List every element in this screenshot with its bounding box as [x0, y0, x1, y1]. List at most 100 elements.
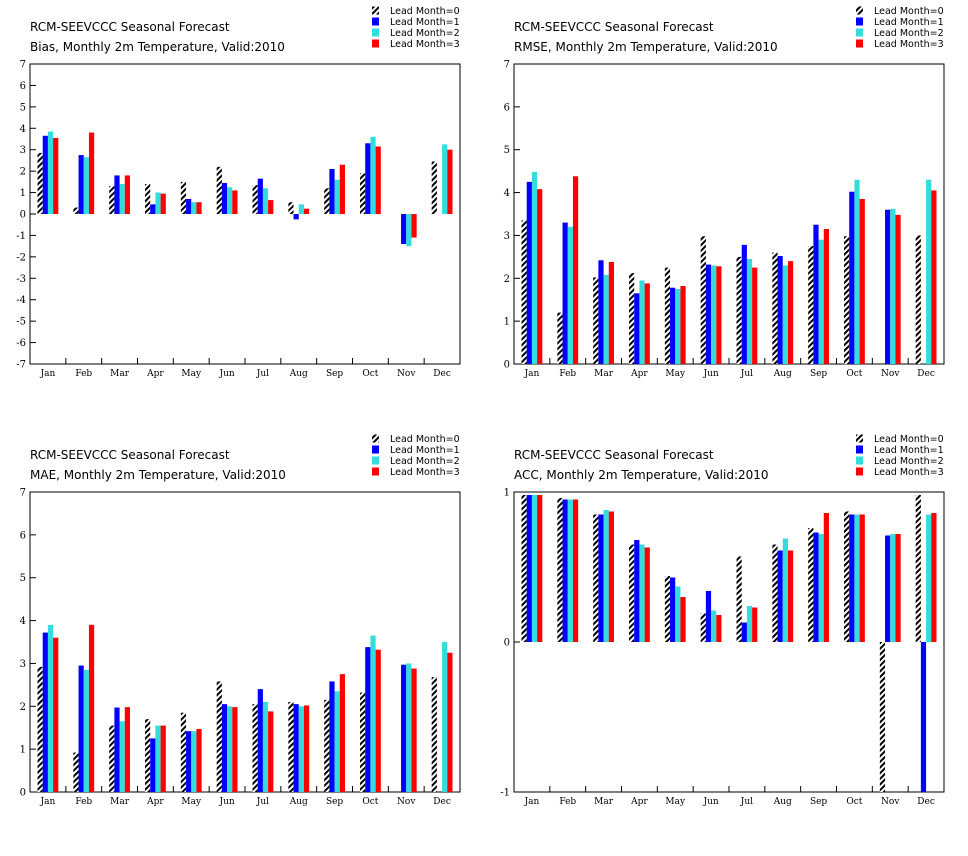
y-tick-label: 5: [20, 102, 26, 113]
bar-lead-month-3-feb: [88, 132, 95, 214]
y-tick-label: 5: [20, 573, 26, 584]
bar-lead-month-1-may: [186, 731, 192, 792]
legend-label: Lead Month=3: [390, 39, 460, 50]
bar-lead-month-2-apr: [639, 280, 645, 364]
x-tick-label: May: [665, 797, 686, 807]
bar-lead-month-3-nov: [895, 534, 901, 642]
bar-lead-month-1-may: [670, 287, 676, 364]
bar-lead-month-3-mar: [608, 262, 614, 364]
y-tick-label: -1: [16, 231, 26, 242]
bar-lead-month-2-jun: [711, 265, 717, 364]
bar-lead-month-1-feb: [78, 155, 84, 214]
bar-lead-month-3-feb: [572, 176, 579, 364]
y-tick-label: -1: [500, 788, 510, 799]
y-tick-label: 3: [20, 659, 26, 670]
bar-lead-month-3-jul: [268, 200, 274, 214]
bar-lead-month-3-sep: [339, 674, 345, 792]
bar-lead-month-3-dec: [931, 190, 937, 364]
plot-area: 7 6 5 4 3 2 1 0 Jan Feb Mar Apr May Jun Jul Aug Sep Oct No…: [504, 60, 945, 379]
x-tick-label: Sep: [326, 369, 343, 379]
plot-frame: [29, 63, 461, 365]
bar-lead-month-2-mar: [119, 721, 125, 792]
bar-lead-month-2-may: [191, 731, 197, 792]
y-tick-label: 0: [20, 210, 26, 221]
bar-lead-month-0-jul: [736, 556, 742, 642]
x-tick-label: Jun: [702, 369, 718, 379]
x-tick-label: Jun: [702, 797, 718, 807]
panel-mae: RCM-SEEVCCC Seasonal Forecast MAE, Month…: [20, 434, 461, 807]
bar-lead-month-0-jan: [37, 152, 43, 214]
bar-lead-month-0-aug: [772, 544, 778, 642]
bar-lead-month-2-oct: [370, 635, 376, 792]
bar-lead-month-0-mar: [593, 277, 599, 364]
bar-lead-month-3-jun: [716, 266, 722, 364]
bar-lead-month-1-oct: [365, 647, 371, 792]
legend-swatch: [372, 445, 379, 454]
bar-lead-month-1-sep: [329, 681, 335, 792]
bar-lead-month-2-may: [675, 586, 681, 642]
x-tick-label: Oct: [846, 797, 862, 807]
x-tick-label: Sep: [810, 369, 827, 379]
bar-lead-month-3-jul: [752, 267, 758, 364]
bar-lead-month-1-feb: [562, 499, 568, 642]
legend-label: Lead Month=0: [390, 6, 460, 17]
x-tick-label: Aug: [773, 369, 792, 379]
bar-lead-month-2-mar: [603, 274, 609, 364]
bar-lead-month-3-oct: [859, 199, 865, 364]
x-tick-label: Jun: [218, 797, 234, 807]
legend-swatch: [856, 6, 863, 15]
bar-lead-month-3-jan: [53, 137, 59, 214]
y-tick-label: 4: [20, 124, 26, 135]
bar-lead-month-1-aug: [293, 704, 299, 792]
bar-lead-month-3-apr: [160, 193, 166, 214]
plot-frame: [513, 491, 945, 793]
bar-lead-month-0-dec: [431, 677, 437, 792]
bar-lead-month-2-jul: [262, 188, 269, 214]
bar-lead-month-2-aug: [782, 265, 788, 364]
bar-lead-month-2-nov: [406, 214, 412, 247]
plot-area: 1 0 -1 Jan Feb Mar Apr May Jun Jul Aug Sep Oct Nov Dec: [500, 488, 945, 807]
bar-lead-month-0-aug: [288, 702, 294, 792]
x-tick-label: Jul: [740, 369, 753, 379]
y-tick-label: 3: [504, 231, 510, 242]
bar-lead-month-0-may: [664, 267, 671, 364]
bar-lead-month-0-feb: [557, 498, 563, 642]
bar-lead-month-1-apr: [150, 204, 156, 214]
bar-lead-month-2-jun: [227, 187, 233, 214]
legend-label: Lead Month=3: [874, 467, 944, 478]
bar-lead-month-0-apr: [629, 544, 635, 642]
bar-lead-month-0-mar: [109, 725, 115, 792]
bar-lead-month-1-jul: [741, 622, 747, 642]
bar-lead-month-3-apr: [644, 283, 650, 364]
bar-lead-month-1-jan: [42, 135, 48, 214]
bar-lead-month-0-jun: [216, 681, 222, 792]
legend-label: Lead Month=2: [874, 456, 944, 467]
y-tick-label: -5: [16, 317, 26, 328]
bar-lead-month-0-apr: [145, 719, 151, 792]
bar-lead-month-0-oct: [360, 173, 366, 214]
x-tick-label: Feb: [75, 797, 92, 807]
bar-lead-month-3-apr: [644, 547, 650, 642]
bar-lead-month-3-sep: [823, 513, 829, 642]
bar-lead-month-1-dec: [920, 642, 927, 792]
x-tick-label: Dec: [433, 369, 451, 379]
bar-lead-month-1-jun: [221, 704, 228, 792]
x-tick-label: Dec: [917, 369, 935, 379]
x-tick-label: Jan: [524, 797, 540, 807]
bar-lead-month-3-aug: [303, 705, 310, 792]
bar-lead-month-3-sep: [823, 229, 829, 364]
bar-lead-month-1-nov: [885, 535, 891, 642]
bar-lead-month-0-feb: [73, 752, 79, 792]
legend-label: Lead Month=1: [390, 445, 460, 456]
legend-swatch: [856, 467, 863, 476]
y-tick-label: 6: [504, 102, 510, 113]
y-tick-label: 7: [504, 60, 510, 71]
x-tick-label: Oct: [846, 369, 862, 379]
chart-title: RCM-SEEVCCC Seasonal Forecast: [514, 20, 714, 34]
x-tick-label: Feb: [559, 797, 576, 807]
bar-lead-month-1-sep: [813, 532, 819, 642]
bar-lead-month-2-jun: [227, 706, 233, 792]
bar-lead-month-1-aug: [777, 256, 783, 364]
bar-lead-month-3-mar: [124, 707, 130, 792]
